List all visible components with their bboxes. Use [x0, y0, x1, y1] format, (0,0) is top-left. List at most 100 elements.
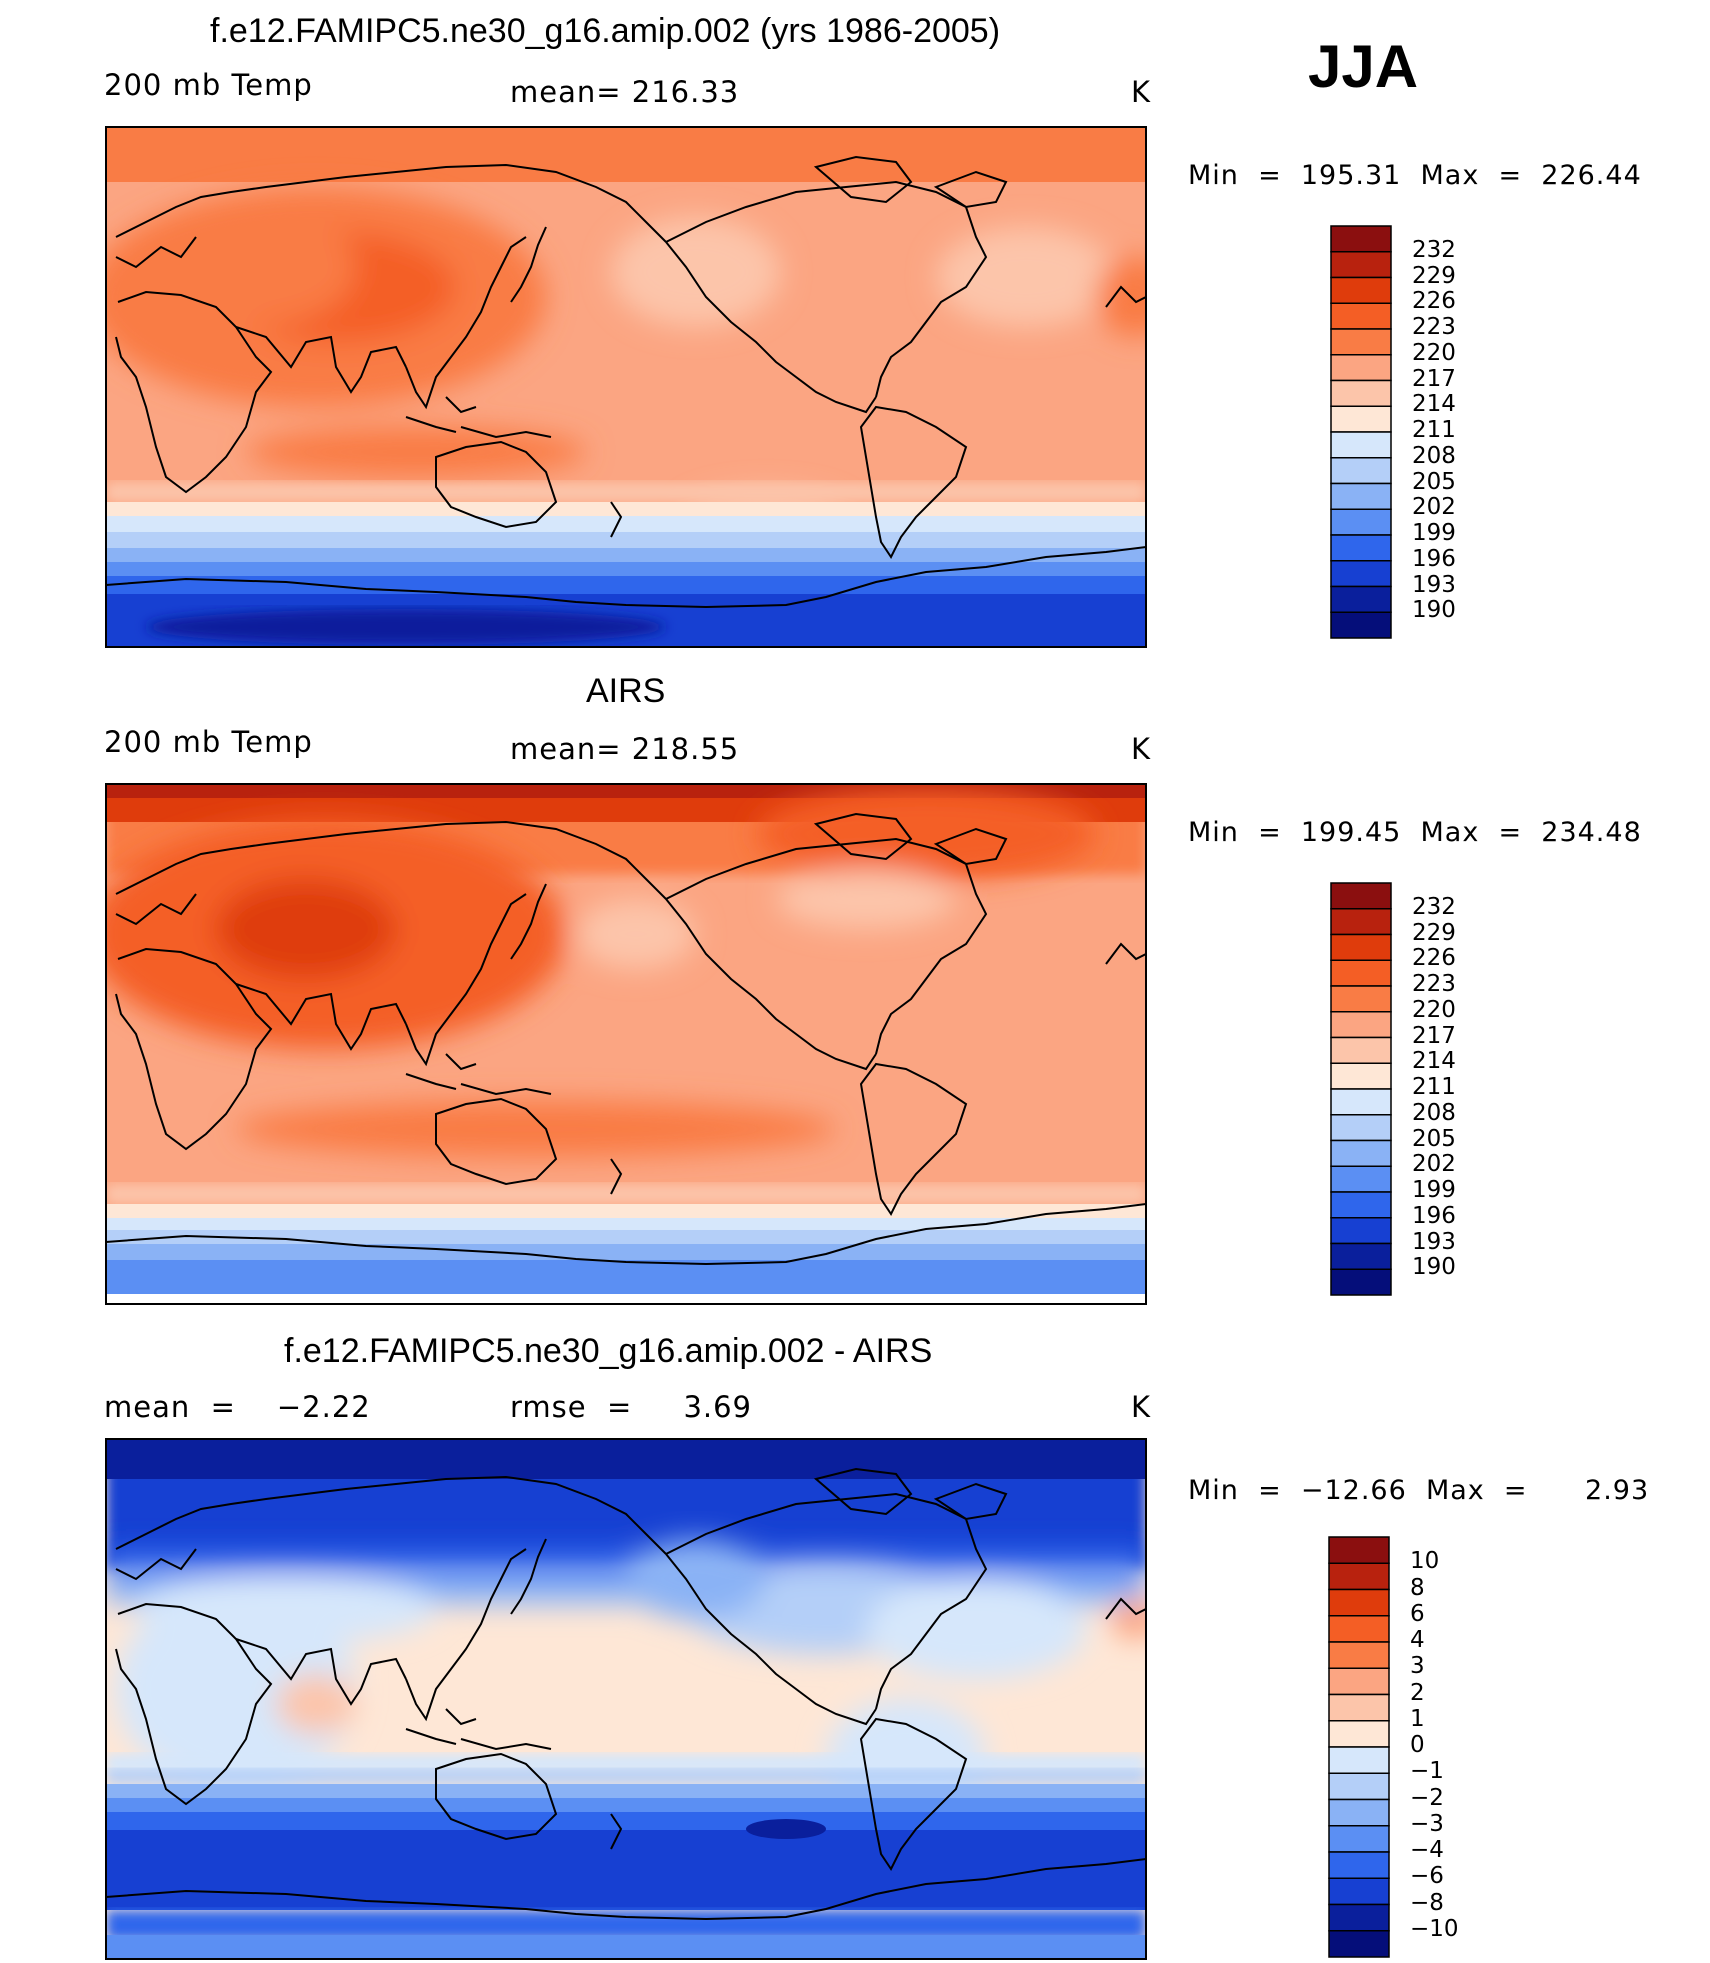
colorbar-level-label: 208	[1412, 442, 1456, 469]
season-label: JJA	[1308, 33, 1419, 100]
colorbar-level-label: 223	[1412, 314, 1456, 340]
colorbar-level-label: 10	[1410, 1548, 1440, 1575]
colorbar-level-label: 8	[1410, 1574, 1425, 1601]
colorbar-level-label: 229	[1412, 262, 1456, 289]
colorbar-level-label: 1	[1410, 1705, 1425, 1732]
colorbar-box	[1330, 225, 1392, 253]
colorbar-level-label: 208	[1412, 1099, 1456, 1126]
colorbar-level-label: −10	[1410, 1915, 1459, 1942]
colorbar-level-label: 205	[1412, 1125, 1456, 1152]
colorbar-box	[1330, 959, 1392, 987]
colorbar-level-label: 226	[1412, 288, 1456, 315]
minmax-label-model: Min = 195.31 Max = 226.44	[1188, 160, 1642, 191]
colorbar-box	[1328, 1746, 1390, 1774]
colorbar-box	[1328, 1720, 1390, 1748]
colorbar-box	[1330, 1139, 1392, 1167]
panel-title-model: f.e12.FAMIPC5.ne30_g16.amip.002 (yrs 198…	[210, 12, 1001, 50]
colorbar-box	[1330, 933, 1392, 961]
colorbar-obs	[1330, 882, 1392, 1296]
colorbar-level-label: 196	[1412, 545, 1456, 572]
units-label-obs: K	[1131, 732, 1152, 766]
colorbar-box	[1330, 585, 1392, 613]
colorbar-level-label: 214	[1412, 391, 1456, 418]
colorbar-level-label: 4	[1410, 1627, 1425, 1653]
colorbar-box	[1330, 302, 1392, 330]
map-panel-diff	[105, 1438, 1147, 1960]
colorbar-box	[1328, 1903, 1390, 1932]
colorbar-level-label: 211	[1412, 1074, 1456, 1100]
colorbar-level-label: 229	[1412, 919, 1456, 946]
colorbar-level-label: 232	[1412, 893, 1456, 920]
colorbar-box	[1330, 431, 1392, 459]
colorbar-level-label: −6	[1410, 1863, 1444, 1890]
colorbar-level-label: 214	[1412, 1048, 1456, 1075]
colorbar-box	[1330, 1217, 1392, 1245]
colorbar-level-label: 190	[1412, 1254, 1456, 1281]
colorbar-level-label: 217	[1412, 1022, 1456, 1049]
mean-label-model: mean= 216.33	[510, 75, 740, 109]
colorbar-box	[1328, 1615, 1390, 1643]
rmse-label-diff: rmse = 3.69	[510, 1390, 753, 1424]
colorbar-box	[1328, 1562, 1390, 1591]
colorbar-level-label: 2	[1410, 1679, 1425, 1706]
colorbar-level-label: −3	[1410, 1810, 1444, 1837]
colorbar-level-label: 202	[1412, 494, 1456, 521]
colorbar-box	[1330, 882, 1392, 910]
colorbar-box	[1328, 1877, 1390, 1906]
colorbar-box	[1330, 1011, 1392, 1039]
colorbar-level-label: 223	[1412, 971, 1456, 997]
map-panel-obs	[105, 783, 1147, 1305]
colorbar-box	[1330, 1165, 1392, 1193]
units-label-model: K	[1131, 75, 1152, 109]
colorbar-box	[1328, 1930, 1390, 1958]
panel-title-obs: AIRS	[586, 672, 666, 710]
colorbar-box	[1328, 1641, 1390, 1669]
colorbar-box	[1330, 1268, 1392, 1296]
colorbar-level-label: 205	[1412, 468, 1456, 495]
mean-label-diff: mean = −2.22	[104, 1390, 371, 1424]
colorbar-box	[1330, 985, 1392, 1013]
units-label-diff: K	[1131, 1390, 1152, 1424]
colorbar-box	[1328, 1825, 1390, 1853]
colorbar-level-label: −1	[1410, 1758, 1444, 1785]
colorbar-box	[1328, 1536, 1390, 1564]
colorbar-level-label: 226	[1412, 945, 1456, 972]
colorbar-level-label: 220	[1412, 339, 1456, 366]
colorbar-box	[1330, 328, 1392, 356]
colorbar-level-label: 196	[1412, 1202, 1456, 1229]
colorbar-level-label: 211	[1412, 417, 1456, 443]
colorbar-level-label: 199	[1412, 520, 1456, 546]
variable-label-model: 200 mb Temp	[104, 68, 313, 102]
colorbar-box	[1330, 908, 1392, 936]
colorbar-level-label: 190	[1412, 597, 1456, 624]
colorbar-level-label: 202	[1412, 1151, 1456, 1178]
colorbar-box	[1330, 534, 1392, 562]
colorbar-box	[1330, 482, 1392, 510]
colorbar-box	[1330, 1088, 1392, 1116]
variable-label-obs: 200 mb Temp	[104, 725, 313, 759]
colorbar-box	[1330, 379, 1392, 407]
colorbar-box	[1328, 1798, 1390, 1827]
colorbar-level-label: 193	[1412, 571, 1456, 598]
minmax-label-obs: Min = 199.45 Max = 234.48	[1188, 817, 1642, 848]
panel-title-diff: f.e12.FAMIPC5.ne30_g16.amip.002 - AIRS	[284, 1332, 933, 1370]
colorbar-level-label: 232	[1412, 236, 1456, 263]
colorbar-box	[1328, 1772, 1390, 1801]
colorbar-box	[1328, 1667, 1390, 1696]
colorbar-level-label: 193	[1412, 1228, 1456, 1255]
colorbar-level-label: 0	[1410, 1732, 1425, 1758]
colorbar-box	[1328, 1851, 1390, 1879]
mean-label-obs: mean= 218.55	[510, 732, 740, 766]
colorbar-box	[1330, 1191, 1392, 1219]
colorbar-box	[1330, 1114, 1392, 1142]
colorbar-level-label: 6	[1410, 1600, 1425, 1627]
colorbar-box	[1330, 405, 1392, 433]
map-panel-model	[105, 126, 1147, 648]
colorbar-diff	[1328, 1536, 1390, 1958]
colorbar-level-label: −4	[1410, 1837, 1444, 1863]
colorbar-level-label: 220	[1412, 996, 1456, 1023]
colorbar-level-label: 199	[1412, 1177, 1456, 1203]
colorbar-level-label: 3	[1410, 1653, 1425, 1680]
minmax-label-diff: Min = −12.66 Max = 2.93	[1188, 1475, 1650, 1506]
colorbar-box	[1330, 354, 1392, 382]
